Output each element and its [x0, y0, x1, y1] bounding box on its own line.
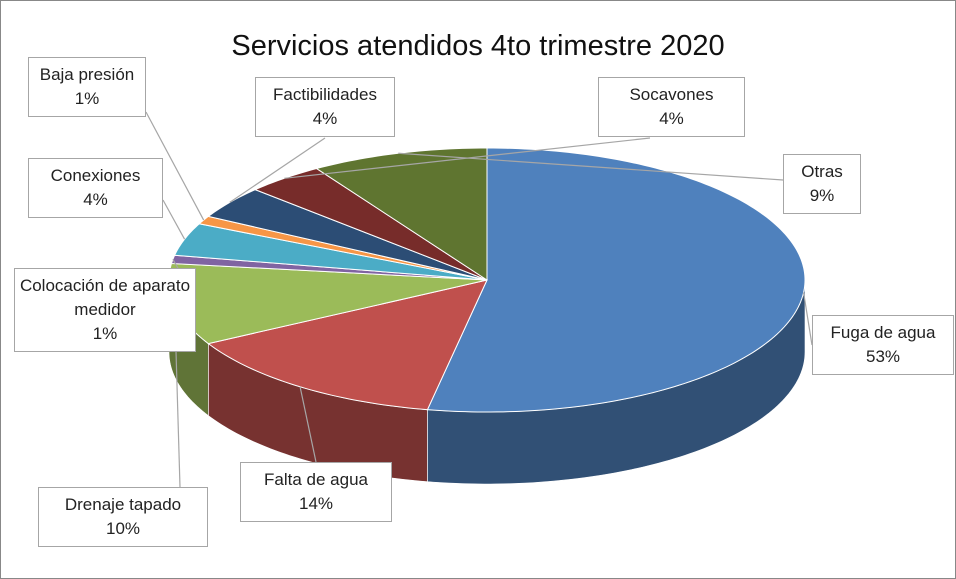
- label-name: Falta de agua: [264, 470, 368, 489]
- label-name: Otras: [801, 162, 843, 181]
- label-value: 4%: [659, 109, 684, 128]
- data-label: Socavones 4%: [598, 77, 745, 137]
- leader-line: [802, 292, 813, 346]
- leader-line: [299, 386, 317, 463]
- slice: [207, 279, 488, 411]
- leader-line: [398, 152, 784, 181]
- label-value: 4%: [312, 109, 338, 128]
- label-value: 1%: [92, 324, 118, 343]
- data-label: Fuga de agua 53%: [812, 315, 954, 375]
- data-label: Colocación de aparato medidor 1%: [14, 268, 196, 352]
- data-label: Otras 9%: [783, 154, 861, 214]
- label-value: 10%: [105, 519, 141, 538]
- slice: [426, 147, 806, 413]
- label-value: 14%: [298, 494, 334, 513]
- data-label: Conexiones 4%: [28, 158, 163, 218]
- leader-line: [162, 199, 186, 240]
- label-value: 1%: [74, 89, 100, 108]
- data-label: Drenaje tapado 10%: [38, 487, 208, 547]
- data-label: Factibilidades 4%: [255, 77, 395, 137]
- label-value: 53%: [865, 347, 901, 366]
- label-name: Fuga de agua: [830, 323, 936, 342]
- slice: [173, 223, 488, 281]
- leader-line: [229, 137, 326, 203]
- label-name: Colocación de aparato medidor: [19, 276, 191, 319]
- label-value: 9%: [809, 186, 835, 205]
- data-label: Falta de agua 14%: [240, 462, 392, 522]
- label-name: Factibilidades: [273, 85, 377, 104]
- leader-line: [145, 111, 205, 221]
- data-label: Baja presión 1%: [28, 57, 146, 117]
- label-name: Conexiones: [50, 166, 141, 185]
- label-value: 4%: [83, 190, 108, 209]
- chart-title: Servicios atendidos 4to trimestre 2020: [231, 30, 725, 62]
- slice-tops: [168, 147, 806, 413]
- label-name: Baja presión: [39, 65, 135, 84]
- label-name: Socavones: [629, 85, 714, 104]
- label-name: Drenaje tapado: [64, 495, 182, 514]
